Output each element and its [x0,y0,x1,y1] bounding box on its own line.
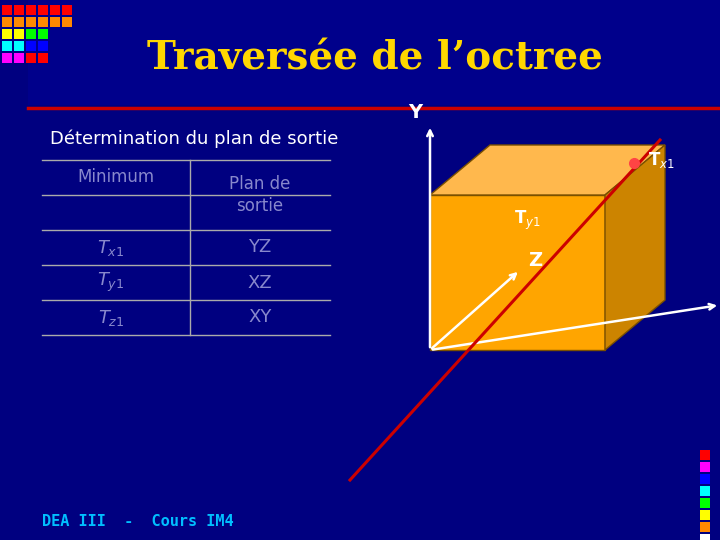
Polygon shape [430,195,605,350]
Bar [700,510,710,520]
Text: $T_{y1}$: $T_{y1}$ [97,271,125,294]
Bar [700,474,710,484]
Bar [2,5,12,15]
Bar [14,17,24,27]
Bar [50,17,60,27]
Polygon shape [605,145,665,350]
Text: Z: Z [528,251,542,269]
Text: T$_{y1}$: T$_{y1}$ [513,208,541,232]
Bar [700,486,710,496]
Text: DEA III  -  Cours IM4: DEA III - Cours IM4 [42,515,233,530]
Text: $T_{x1}$: $T_{x1}$ [97,238,125,258]
Bar [38,5,48,15]
Bar [38,41,48,51]
Bar [700,534,710,540]
Text: Détermination du plan de sortie: Détermination du plan de sortie [50,130,338,148]
Bar [26,53,36,63]
Text: XZ: XZ [248,273,272,292]
Text: YZ: YZ [248,239,271,256]
Bar [2,17,12,27]
Text: Minimum: Minimum [78,168,155,186]
Bar [14,53,24,63]
Bar [14,41,24,51]
Bar [62,5,72,15]
Bar [700,450,710,460]
Bar [26,17,36,27]
Bar [2,29,12,39]
Bar [2,53,12,63]
Text: $T_{z1}$: $T_{z1}$ [98,307,125,327]
Bar [14,29,24,39]
Bar [62,17,72,27]
Bar [26,41,36,51]
Text: Plan de
sortie: Plan de sortie [229,175,291,215]
Bar [700,498,710,508]
Bar [38,53,48,63]
Polygon shape [430,145,665,195]
Bar [50,5,60,15]
Text: T$_{x1}$: T$_{x1}$ [648,150,675,170]
Bar [2,41,12,51]
Bar [26,29,36,39]
Text: XY: XY [248,308,271,327]
Bar [38,29,48,39]
Bar [28,0,720,105]
Text: Traversée de l’octree: Traversée de l’octree [147,39,603,77]
Bar [26,5,36,15]
Bar [700,522,710,532]
Text: Y: Y [408,104,422,123]
Bar [700,462,710,472]
Bar [14,5,24,15]
Bar [38,17,48,27]
